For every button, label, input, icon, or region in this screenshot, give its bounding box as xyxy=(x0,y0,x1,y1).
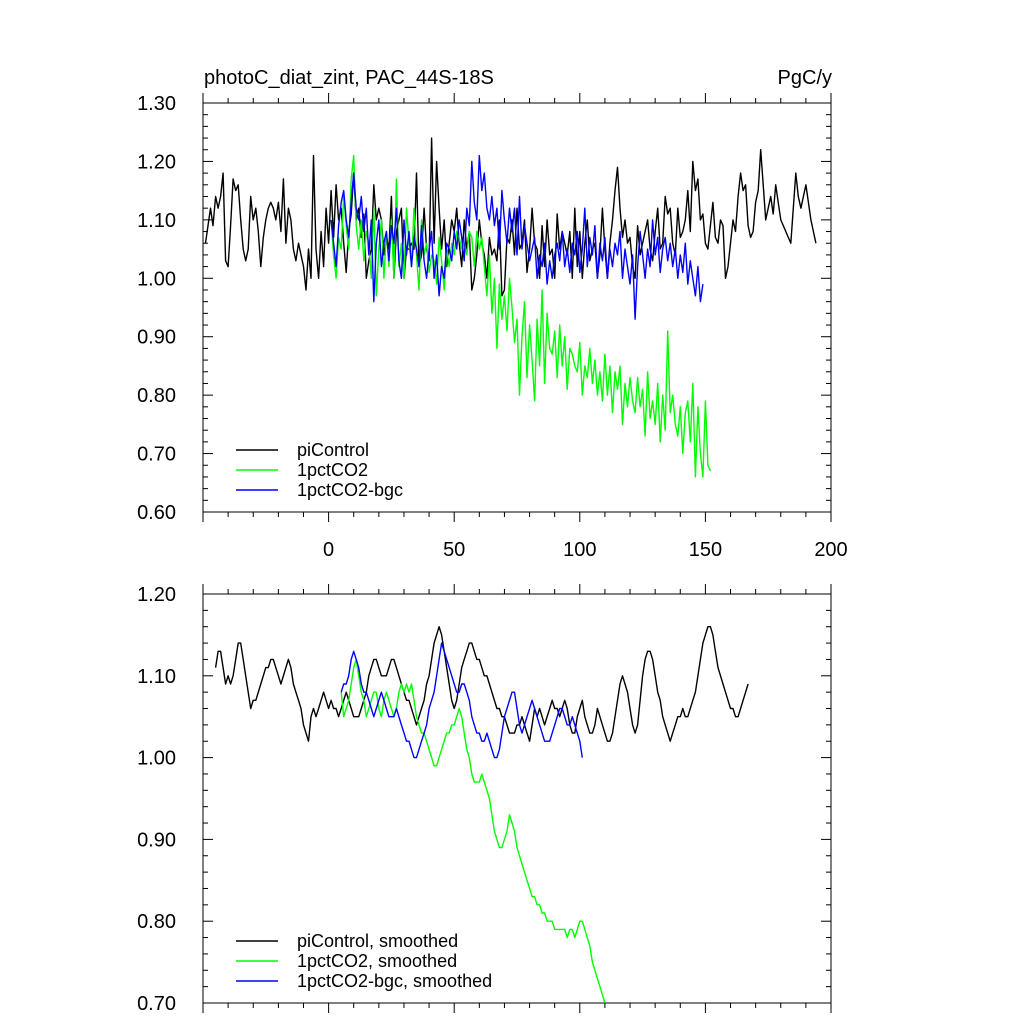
y-tick-label: 0.70 xyxy=(137,444,176,466)
plot-frame xyxy=(202,102,832,513)
series-line-1pctco2-bgc-smoothed xyxy=(340,642,583,759)
series-line-picontrol-smoothed xyxy=(214,626,749,742)
chart-title: photoC_diat_zint, PAC_44S-18S xyxy=(204,67,494,89)
plot-frame xyxy=(202,593,832,1004)
series-line-1pctco2-smoothed xyxy=(340,658,606,1004)
y-tick-label: 1.30 xyxy=(137,93,176,115)
series-line-1pctco2-bgc xyxy=(330,154,704,320)
x-tick-label: 200 xyxy=(814,539,847,561)
series-line-1pctco2 xyxy=(330,154,712,478)
y-tick-label: 1.00 xyxy=(137,748,176,770)
y-tick-label: 1.00 xyxy=(137,268,176,290)
y-tick-label: 1.20 xyxy=(137,151,176,173)
bottom-chart-panel: 0.70 0.80 0.90 1.00 1.10 1.20 piControl, smoot… xyxy=(137,584,832,1015)
series-line-picontrol xyxy=(204,137,817,297)
y-tick-label: 0.80 xyxy=(137,385,176,407)
x-tick-label: 0 xyxy=(323,539,334,561)
y-tick-label: 0.90 xyxy=(137,327,176,349)
x-tick-label: 150 xyxy=(689,539,722,561)
legend-label: piControl xyxy=(297,440,369,460)
legend-label: 1pctCO2 xyxy=(297,460,368,480)
chart-units: PgC/y xyxy=(778,67,832,89)
y-tick-label: 0.60 xyxy=(137,502,176,524)
x-tick-label: 50 xyxy=(443,539,465,561)
y-tick-label: 0.80 xyxy=(137,911,176,933)
y-tick-label: 0.90 xyxy=(137,829,176,851)
y-tick-label: 1.20 xyxy=(137,584,176,606)
top-chart-panel: photoC_diat_zint, PAC_44S-18S PgC/y 0.60… xyxy=(137,67,848,561)
y-tick-label: 0.70 xyxy=(137,993,176,1015)
x-tick-label: 100 xyxy=(563,539,596,561)
legend-label: 1pctCO2, smoothed xyxy=(297,951,457,971)
y-tick-label: 1.10 xyxy=(137,210,176,232)
legend-label: 1pctCO2-bgc, smoothed xyxy=(297,971,492,991)
legend-label: piControl, smoothed xyxy=(297,931,458,951)
legend-label: 1pctCO2-bgc xyxy=(297,480,403,500)
y-tick-label: 1.10 xyxy=(137,666,176,688)
